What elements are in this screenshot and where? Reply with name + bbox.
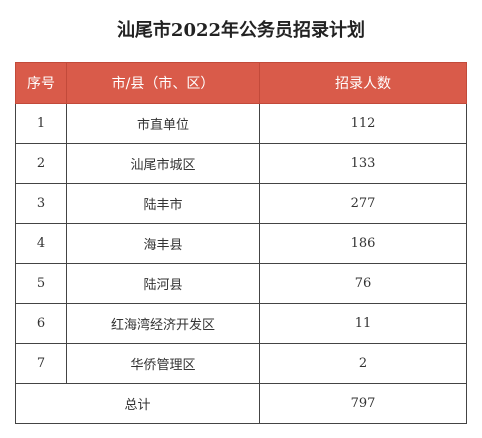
table-row: 6 红海湾经济开发区 11 — [15, 303, 467, 344]
row-region: 陆河县 — [66, 263, 260, 304]
row-index: 2 — [15, 143, 67, 184]
row-region: 汕尾市城区 — [66, 143, 260, 184]
page-title: 汕尾市2022年公务员招录计划 — [116, 20, 366, 41]
row-index: 5 — [15, 263, 67, 304]
header-count: 招录人数 — [259, 62, 467, 104]
row-count: 186 — [259, 223, 467, 264]
header-index: 序号 — [15, 62, 67, 104]
total-label: 总计 — [15, 383, 260, 424]
row-count: 112 — [259, 103, 467, 144]
table-row: 5 陆河县 76 — [15, 263, 467, 304]
table-row: 1 市直单位 112 — [15, 103, 467, 144]
row-index: 7 — [15, 343, 67, 384]
row-count: 11 — [259, 303, 467, 344]
header-region: 市/县（市、区） — [66, 62, 260, 104]
table-row: 7 华侨管理区 2 — [15, 343, 467, 384]
row-region: 海丰县 — [66, 223, 260, 264]
row-count: 133 — [259, 143, 467, 184]
row-index: 3 — [15, 183, 67, 224]
row-count: 76 — [259, 263, 467, 304]
table-row: 2 汕尾市城区 133 — [15, 143, 467, 184]
table-row: 4 海丰县 186 — [15, 223, 467, 264]
table-row: 3 陆丰市 277 — [15, 183, 467, 224]
recruitment-table: 序号 市/县（市、区） 招录人数 1 市直单位 112 2 汕尾市城区 1 33 … — [15, 62, 467, 424]
row-region: 华侨管理区 — [66, 343, 260, 384]
table-total-row: 总计 797 — [15, 383, 467, 424]
row-index: 1 — [15, 103, 67, 144]
row-count: 277 — [259, 183, 467, 224]
table-header-row: 序号 市/县（市、区） 招录人数 — [15, 62, 467, 104]
row-region: 陆丰市 — [66, 183, 260, 224]
row-region: 市直单位 — [66, 103, 260, 144]
row-index: 4 — [15, 223, 67, 264]
row-count: 2 — [259, 343, 467, 384]
total-count: 797 — [259, 383, 467, 424]
row-region: 红海湾经济开发区 — [66, 303, 260, 344]
row-index: 6 — [15, 303, 67, 344]
